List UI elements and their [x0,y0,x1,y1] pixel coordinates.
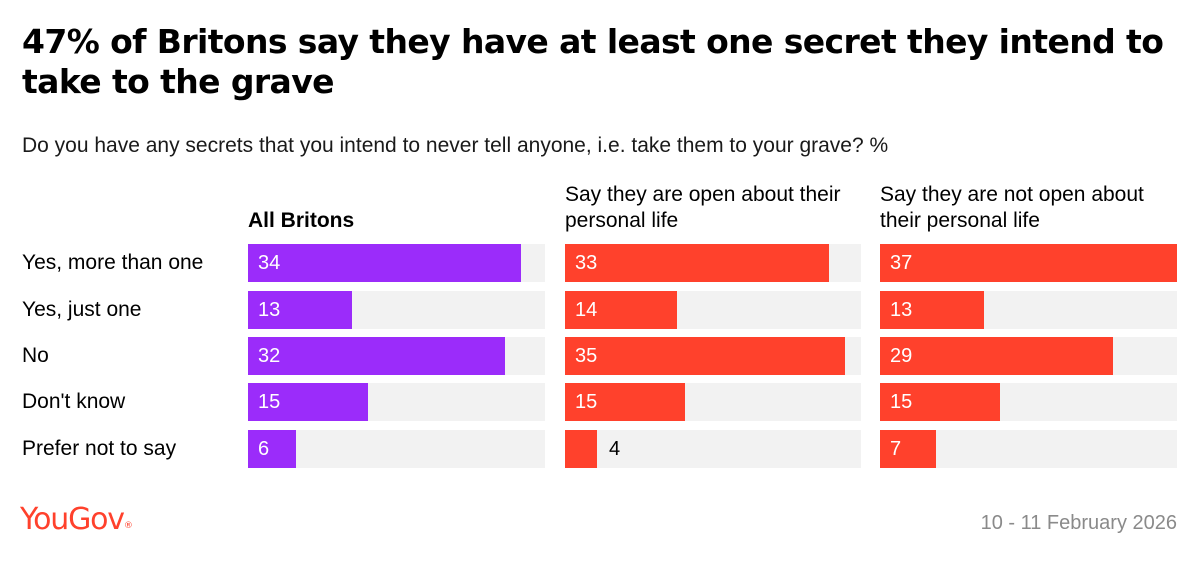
data-label: 13 [258,299,281,321]
data-label: 13 [890,299,913,321]
bar [248,291,352,329]
yougov-logo: YouGov® [20,500,133,540]
row-label: Prefer not to say [22,437,177,460]
series-header: Say they are open about their personal l… [565,183,841,232]
row-label: Yes, more than one [22,251,204,274]
bar-track: 29 [880,337,1177,375]
bar [880,430,936,468]
series-header: Say they are not open about their person… [880,183,1144,232]
bar-track: 35 [565,337,861,375]
bar-track: 7 [880,430,1177,468]
data-label: 29 [890,345,913,367]
bar-track: 6 [248,430,545,468]
data-label: 37 [890,252,913,274]
bar-track: 14 [565,291,861,329]
bar [565,337,845,375]
row-label: Yes, just one [22,298,142,321]
bar-track: 15 [565,383,861,421]
bar-track: 13 [880,291,1177,329]
data-label: 15 [575,391,598,413]
bar-track: 15 [248,383,545,421]
bar [880,337,1113,375]
data-label: 15 [890,391,913,413]
data-label: 14 [575,299,598,321]
bar [880,244,1177,282]
data-label: 34 [258,252,281,274]
data-label: 35 [575,345,598,367]
row-label: No [22,344,49,367]
row-label: Don't know [22,390,126,413]
bar [565,383,685,421]
bar-track: 4 [565,430,861,468]
bar-track: 34 [248,244,545,282]
brand-name: YouGov [20,502,125,537]
data-label: 6 [258,438,270,460]
bar [248,337,505,375]
chart-title: 47% of Britons say they have at least on… [22,22,1164,101]
bar [880,383,1000,421]
data-label: 4 [609,438,621,460]
bar-track: 13 [248,291,545,329]
data-label: 15 [258,391,281,413]
data-label: 7 [890,438,902,460]
bar [248,244,521,282]
bar [565,244,829,282]
bar [880,291,984,329]
registered-mark: ® [123,521,133,531]
data-label: 32 [258,345,281,367]
bar-track: 32 [248,337,545,375]
bar [565,291,677,329]
data-label: 33 [575,252,598,274]
bar-track: 33 [565,244,861,282]
bar [565,430,597,468]
chart-subtitle: Do you have any secrets that you intend … [22,134,889,157]
bar-track: 15 [880,383,1177,421]
survey-date: 10 - 11 February 2026 [980,512,1177,534]
bar [248,430,296,468]
bar-track: 37 [880,244,1177,282]
series-header: All Britons [248,209,355,232]
bar [248,383,368,421]
